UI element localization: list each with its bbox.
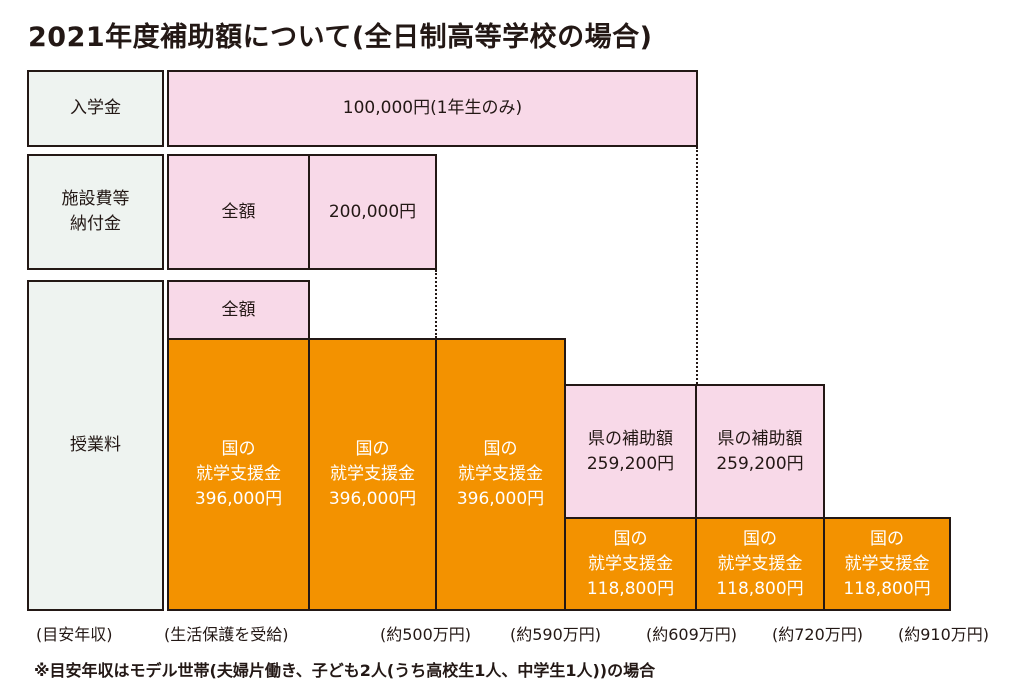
footnote: ※目安年収はモデル世帯(夫婦片働き、子ども2人(うち高校生1人、中学生1人))の… <box>34 661 656 680</box>
row-header-tuition: 授業料 <box>27 280 164 611</box>
tuition-national-cell-2: 国の 就学支援金 396,000円 <box>308 338 437 611</box>
facility-full-label: 全額 <box>221 201 256 222</box>
row-header-facility-label: 施設費等 納付金 <box>61 189 130 234</box>
tuition-national-label-2: 国の 就学支援金 396,000円 <box>328 439 417 509</box>
income-label-header: (目安年収) <box>36 625 113 644</box>
tuition-national-small-cell-2: 国の 就学支援金 118,800円 <box>695 517 825 611</box>
dotted-guide-line <box>435 270 437 338</box>
income-label-590: (約590万円) <box>510 625 602 644</box>
tuition-full-cell: 全額 <box>167 280 310 340</box>
facility-amount: 200,000円 <box>328 201 417 222</box>
tuition-national-small-label-1: 国の 就学支援金 118,800円 <box>586 528 675 599</box>
income-label-welfare: (生活保護を受給) <box>164 625 289 644</box>
tuition-prefecture-cell-1: 県の補助額 259,200円 <box>564 384 697 519</box>
tuition-national-cell-1: 国の 就学支援金 396,000円 <box>167 338 310 611</box>
income-label-910: (約910万円) <box>898 625 990 644</box>
tuition-national-cell-3: 国の 就学支援金 396,000円 <box>435 338 566 611</box>
row-header-entrance-label: 入学金 <box>70 98 121 118</box>
entrance-fee-cell: 100,000円(1年生のみ) <box>167 70 698 147</box>
entrance-fee-amount: 100,000円(1年生のみ) <box>342 98 523 118</box>
tuition-prefecture-label-1: 県の補助額 259,200円 <box>586 428 675 474</box>
tuition-prefecture-cell-2: 県の補助額 259,200円 <box>695 384 825 519</box>
tuition-national-small-cell-1: 国の 就学支援金 118,800円 <box>564 517 697 611</box>
tuition-full-label: 全額 <box>221 299 256 320</box>
row-header-entrance: 入学金 <box>27 70 164 147</box>
tuition-national-small-label-2: 国の 就学支援金 118,800円 <box>716 528 804 599</box>
dotted-guide-line <box>696 147 698 384</box>
income-label-500: (約500万円) <box>380 625 472 644</box>
tuition-national-label-1: 国の 就学支援金 396,000円 <box>194 439 283 509</box>
tuition-national-small-cell-3: 国の 就学支援金 118,800円 <box>823 517 951 611</box>
row-header-tuition-label: 授業料 <box>70 435 121 455</box>
income-label-609: (約609万円) <box>646 625 738 644</box>
facility-full-cell: 全額 <box>167 154 310 270</box>
tuition-prefecture-label-2: 県の補助額 259,200円 <box>716 428 804 474</box>
tuition-national-label-3: 国の 就学支援金 396,000円 <box>456 439 545 509</box>
page-title: 2021年度補助額について(全日制高等学校の場合) <box>28 22 653 53</box>
row-header-facility: 施設費等 納付金 <box>27 154 164 270</box>
income-label-720: (約720万円) <box>772 625 864 644</box>
tuition-national-small-label-3: 国の 就学支援金 118,800円 <box>843 528 931 599</box>
facility-amount-cell: 200,000円 <box>308 154 437 270</box>
